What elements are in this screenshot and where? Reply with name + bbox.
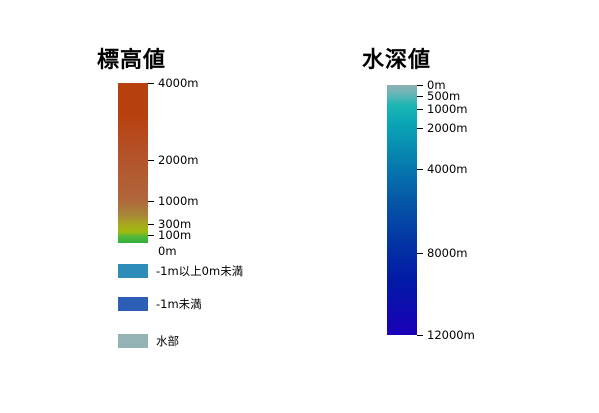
depth-tick-label: 12000m	[427, 328, 475, 342]
depth-tick	[417, 253, 423, 254]
depth-tick	[417, 109, 423, 110]
depth-tick-label: 4000m	[427, 162, 468, 176]
elevation-tick-label: 100m	[158, 228, 192, 242]
depth-tick-label: 0m	[427, 78, 446, 92]
depth-tick	[417, 335, 423, 336]
depth-tick-label: 2000m	[427, 121, 468, 135]
legend-label: -1m未満	[156, 297, 202, 311]
depth-tick-label: 8000m	[427, 246, 468, 260]
depth-title: 水深値	[362, 48, 432, 73]
legend-label: 水部	[156, 334, 179, 348]
elevation-title: 標高値	[97, 48, 167, 73]
elevation-tick-label: 4000m	[158, 76, 199, 90]
depth-tick-label: 500m	[427, 89, 461, 103]
legend-swatch	[118, 334, 148, 348]
legend-swatch	[118, 264, 148, 278]
elevation-tick-label: 2000m	[158, 153, 199, 167]
elevation-color-bar	[118, 83, 148, 243]
elevation-tick-label: 300m	[158, 217, 192, 231]
legend-swatch	[118, 297, 148, 311]
depth-color-bar	[387, 85, 417, 335]
elevation-tick-label: 1000m	[158, 194, 199, 208]
elevation-zero-label: 0m	[158, 244, 177, 258]
elevation-tick	[148, 83, 154, 84]
depth-tick	[417, 128, 423, 129]
elevation-tick	[148, 235, 154, 236]
depth-tick	[417, 169, 423, 170]
depth-tick	[417, 96, 423, 97]
elevation-tick	[148, 224, 154, 225]
depth-tick	[417, 85, 423, 86]
legend-label: -1m以上0m未満	[156, 264, 244, 278]
elevation-tick	[148, 201, 154, 202]
elevation-tick	[148, 160, 154, 161]
depth-tick-label: 1000m	[427, 102, 468, 116]
